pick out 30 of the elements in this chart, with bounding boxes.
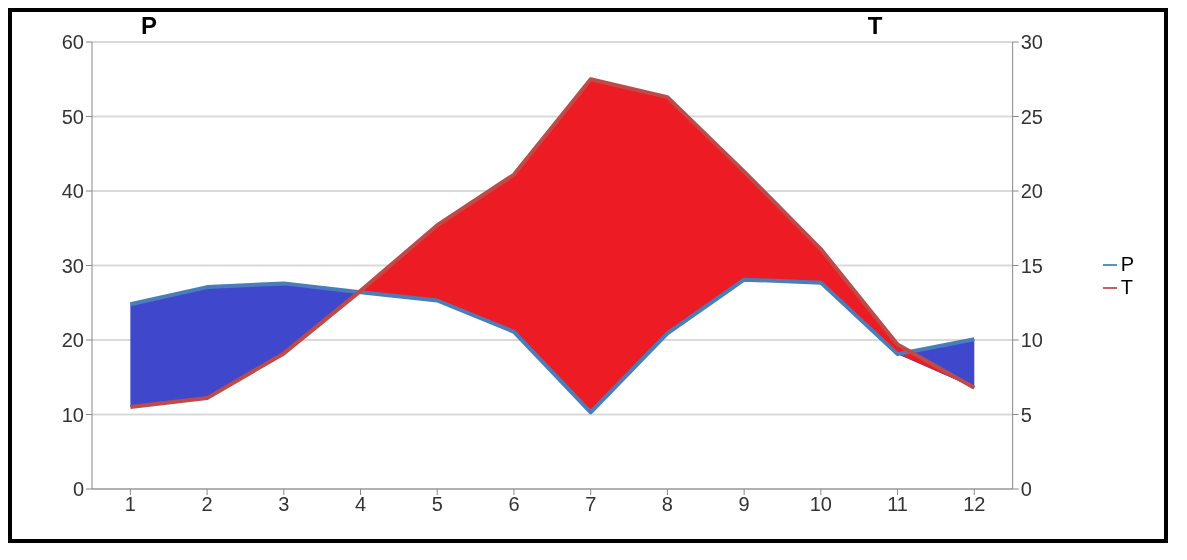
x-tick-label: 3 [278, 493, 290, 516]
x-tick-label: 10 [809, 493, 832, 516]
legend-label: T [1120, 275, 1133, 298]
y-tick-label: 50 [61, 105, 84, 128]
x-tick-label: 11 [887, 493, 908, 516]
y-axis-title: P [140, 12, 157, 40]
x-tick-label: 6 [508, 493, 520, 516]
x-tick-label: 7 [585, 493, 597, 516]
y2-tick-label: 30 [1020, 31, 1043, 54]
y-tick-label: 60 [61, 31, 84, 54]
y-tick-label: 10 [61, 403, 84, 426]
y-tick-label: 40 [61, 180, 84, 203]
x-tick-label: 1 [124, 493, 136, 516]
y-tick-label: 0 [72, 478, 84, 501]
y2-tick-label: 20 [1020, 180, 1043, 203]
y2-axis-title: T [867, 12, 883, 40]
y2-tick-label: 0 [1020, 478, 1032, 501]
x-tick-label: 2 [201, 493, 213, 516]
x-tick-label: 5 [431, 493, 443, 516]
x-tick-label: 12 [963, 493, 986, 516]
y2-tick-label: 25 [1020, 105, 1043, 128]
y-tick-label: 20 [61, 329, 84, 352]
y2-tick-label: 10 [1020, 329, 1043, 352]
legend-label: P [1120, 252, 1134, 275]
x-tick-label: 9 [738, 493, 750, 516]
x-tick-label: 4 [354, 493, 367, 516]
x-tick-label: 8 [661, 493, 673, 516]
y2-tick-label: 5 [1020, 403, 1032, 426]
y2-tick-label: 15 [1020, 254, 1043, 277]
y-tick-label: 30 [61, 254, 84, 277]
